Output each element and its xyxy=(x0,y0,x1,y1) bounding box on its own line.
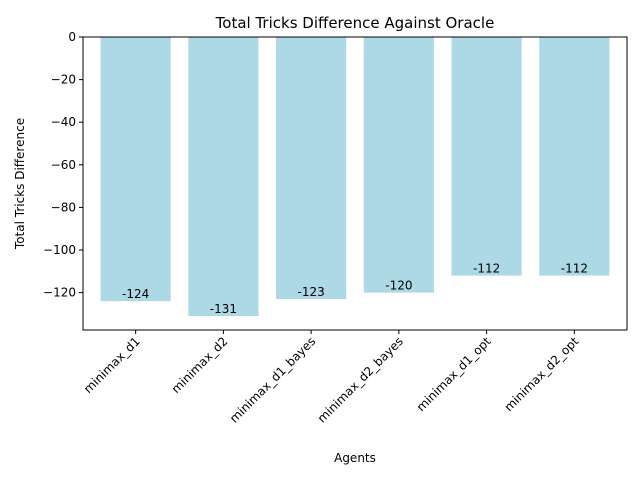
data-label-minimax_d2: -131 xyxy=(210,302,237,316)
x-tick-label: minimax_d1_bayes xyxy=(227,334,318,425)
bar-minimax_d1 xyxy=(100,37,171,302)
x-tick-label: minimax_d1_opt xyxy=(414,334,494,414)
bar-minimax_d2_opt xyxy=(539,37,610,276)
bar-minimax_d1_bayes xyxy=(276,37,347,300)
y-tick-label: −100 xyxy=(43,243,76,257)
y-axis: 0 −20 −40 −60 −80 −100 −120 xyxy=(43,30,83,300)
x-tick-label: minimax_d2_bayes xyxy=(315,334,406,425)
data-label-minimax_d1_opt: -112 xyxy=(473,262,500,276)
data-label-minimax_d2_bayes: -120 xyxy=(385,279,412,293)
y-tick-label: −60 xyxy=(51,158,76,172)
x-tick-label: minimax_d2_opt xyxy=(502,334,582,414)
y-tick-label: −80 xyxy=(51,200,76,214)
chart-title: Total Tricks Difference Against Oracle xyxy=(215,14,495,32)
x-axis-label: Agents xyxy=(334,451,376,465)
bars-layer xyxy=(100,37,610,317)
bar-minimax_d2 xyxy=(188,37,259,317)
bar-minimax_d2_bayes xyxy=(363,37,434,293)
data-labels-layer: -124 -131 -123 -120 -112 -112 xyxy=(122,262,588,316)
plot-frame xyxy=(82,36,628,331)
x-axis: minimax_d1 minimax_d2minimax_d1_bayesmini… xyxy=(81,330,582,425)
y-tick-label: −20 xyxy=(51,73,76,87)
bar-minimax_d1_opt xyxy=(451,37,522,276)
y-tick-label: −120 xyxy=(43,286,76,300)
y-tick-label: −40 xyxy=(51,115,76,129)
data-label-minimax_d1: -124 xyxy=(122,287,149,301)
data-label-minimax_d2_opt: -112 xyxy=(561,262,588,276)
y-tick-label: 0 xyxy=(68,30,76,44)
x-tick-label: minimax_d1 xyxy=(81,334,143,396)
y-axis-label: Total Tricks Difference xyxy=(13,118,27,250)
x-tick-label: minimax_d2 xyxy=(169,334,231,396)
data-label-minimax_d1_bayes: -123 xyxy=(298,285,325,299)
